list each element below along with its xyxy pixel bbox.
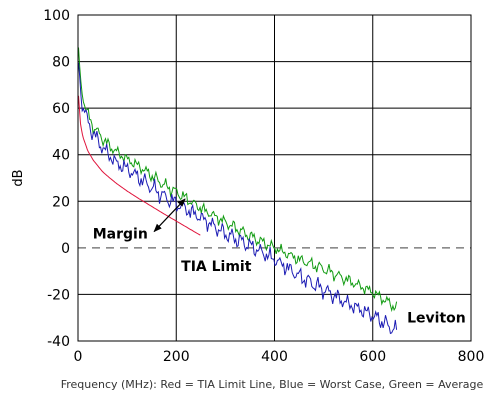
y-tick-label: 60: [52, 101, 70, 117]
y-tick-label: 20: [52, 194, 70, 210]
y-tick-labels: -40 -20 0 20 40 60 80 100: [43, 8, 70, 350]
x-tick-label: 600: [359, 349, 386, 365]
y-tick-label: -40: [47, 334, 70, 350]
series-line-worst-case: [78, 62, 398, 335]
y-tick-label: 0: [61, 241, 70, 257]
x-tick-label: 800: [458, 349, 485, 365]
plot-area-frame: [77, 14, 472, 342]
x-tick-labels: 0 200 400 600 800: [74, 349, 485, 365]
y-tick-label: 100: [43, 8, 70, 24]
grid: [77, 14, 472, 342]
y-axis-label: dB: [11, 169, 26, 186]
annotation-margin: Margin: [93, 227, 148, 243]
x-tick-label: 400: [261, 349, 288, 365]
x-tick-label: 0: [74, 349, 83, 365]
y-tick-label: 40: [52, 148, 70, 164]
series-group: [78, 47, 398, 335]
chart-caption: Frequency (MHz): Red = TIA Limit Line, B…: [61, 378, 484, 391]
y-tick-label: -20: [47, 287, 70, 303]
annotation-leviton: Leviton: [407, 310, 466, 326]
annotation-tia-limit: TIA Limit: [181, 259, 252, 275]
margin-arrow: [153, 198, 186, 233]
x-tick-label: 200: [163, 349, 190, 365]
series-line-average: [78, 47, 398, 313]
y-tick-label: 80: [52, 55, 70, 71]
